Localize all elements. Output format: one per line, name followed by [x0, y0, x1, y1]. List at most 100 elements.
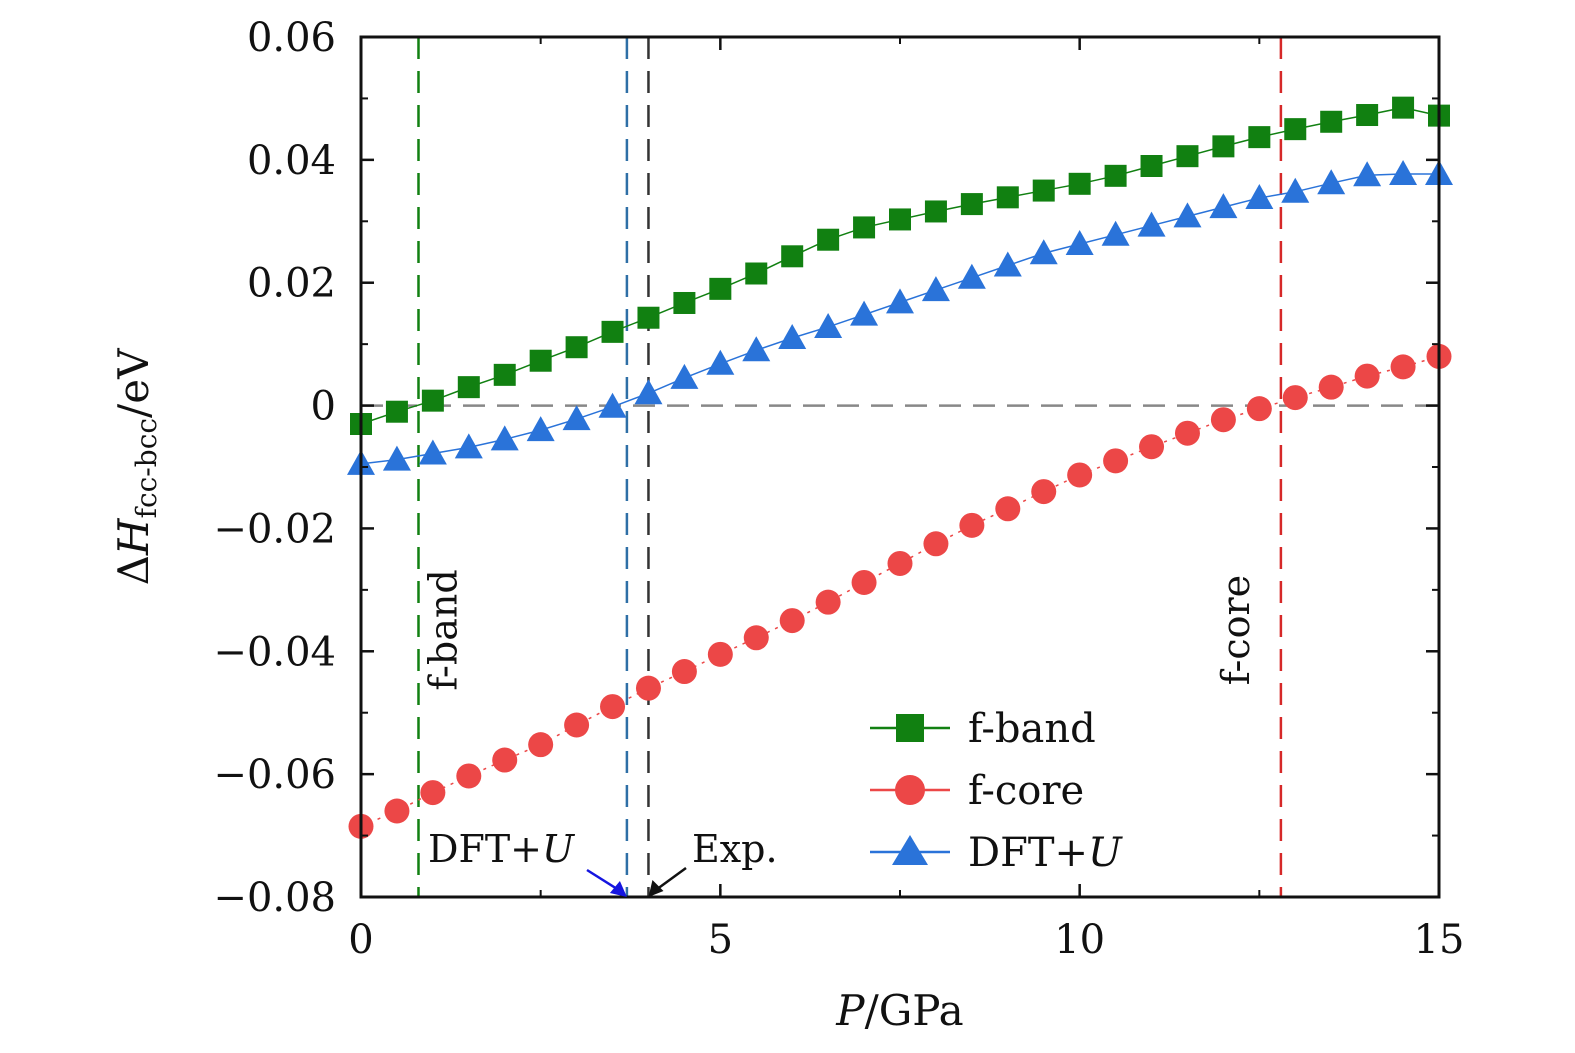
- data-point-f-band-27: [1320, 110, 1343, 133]
- data-point-f-core-19: [1031, 479, 1057, 505]
- data-point-f-band-10: [709, 277, 732, 300]
- series-line-f-band: [360, 106, 1440, 425]
- data-point-DFT+U-15: [886, 288, 914, 314]
- data-point-DFT+U-14: [850, 300, 879, 326]
- data-point-f-band-18: [996, 186, 1019, 209]
- legend-item-DFT+U: DFT+U: [870, 830, 1123, 876]
- data-point-f-core-9: [671, 659, 697, 685]
- data-point-f-band-9: [673, 291, 696, 314]
- data-point-DFT+U-7: [598, 392, 627, 418]
- data-point-DFT+U-23: [1173, 202, 1202, 228]
- legend-marker-square: [896, 714, 924, 742]
- data-point-f-core-27: [1318, 374, 1344, 400]
- dft-u-annotation-main: DFT+: [428, 827, 542, 871]
- series-f-band: [350, 96, 1450, 435]
- data-point-f-band-26: [1284, 118, 1307, 141]
- y-tick-label: −0.02: [213, 506, 336, 552]
- y-tick-label: 0.04: [247, 138, 336, 184]
- data-point-DFT+U-25: [1245, 183, 1274, 209]
- data-point-f-band-8: [637, 306, 660, 329]
- data-point-f-band-20: [1068, 172, 1091, 195]
- data-point-f-core-21: [1103, 448, 1129, 474]
- data-point-f-band-23: [1176, 145, 1199, 168]
- data-point-f-core-13: [815, 589, 841, 615]
- data-point-f-core-23: [1174, 420, 1200, 446]
- data-point-f-core-6: [564, 712, 590, 738]
- data-point-f-core-25: [1246, 396, 1272, 422]
- data-point-f-band-5: [529, 349, 552, 372]
- data-point-f-band-6: [565, 336, 588, 359]
- legend-label-main: DFT+: [968, 830, 1088, 876]
- data-point-f-band-24: [1212, 135, 1235, 158]
- data-point-f-core-15: [887, 550, 913, 576]
- data-point-f-band-3: [457, 376, 480, 399]
- data-point-f-core-2: [420, 780, 446, 806]
- data-point-DFT+U-21: [1101, 220, 1130, 246]
- legend-marker-triangle: [892, 835, 928, 865]
- data-point-DFT+U-28: [1353, 161, 1382, 187]
- data-point-DFT+U-10: [706, 349, 735, 375]
- data-point-DFT+U-19: [1029, 239, 1058, 265]
- x-tick-label: 15: [1414, 917, 1465, 963]
- data-point-DFT+U-29: [1389, 159, 1418, 185]
- data-point-f-band-21: [1104, 164, 1127, 187]
- data-point-f-band-4: [493, 363, 516, 386]
- data-point-f-core-16: [923, 531, 949, 557]
- legend-label-f-band: f-band: [968, 706, 1096, 752]
- reference-lines: [361, 37, 1439, 897]
- series-line-f-core: [360, 355, 1440, 828]
- data-point-DFT+U-3: [454, 433, 483, 459]
- data-point-f-band-14: [853, 216, 876, 239]
- data-point-DFT+U-4: [490, 425, 519, 451]
- data-point-DFT+U-17: [957, 263, 986, 289]
- data-point-f-core-4: [492, 747, 518, 773]
- data-point-f-core-20: [1067, 462, 1093, 488]
- data-point-DFT+U-26: [1281, 177, 1310, 203]
- legend-label-f-core: f-core: [968, 768, 1084, 814]
- data-point-DFT+U-2: [418, 439, 447, 465]
- dft-u-annotation: DFT+U: [428, 827, 576, 871]
- data-point-f-band-12: [781, 245, 804, 268]
- data-point-f-core-18: [995, 496, 1021, 522]
- x-tick-label: 10: [1054, 917, 1105, 963]
- data-point-f-core-24: [1210, 407, 1236, 433]
- data-point-DFT+U-8: [634, 379, 663, 405]
- data-point-f-core-12: [779, 608, 805, 634]
- x-tick-label: 0: [348, 917, 373, 963]
- exp-arrow-head: [648, 880, 664, 897]
- exp-annotation: Exp.: [692, 827, 778, 871]
- data-point-f-band-7: [601, 320, 624, 343]
- data-point-f-band-25: [1248, 126, 1271, 149]
- series-DFT+U: [347, 159, 1453, 475]
- y-tick-label: 0.06: [247, 15, 336, 61]
- data-point-DFT+U-6: [562, 405, 591, 431]
- data-point-DFT+U-24: [1209, 193, 1238, 219]
- legend-marker-circle: [895, 775, 925, 805]
- dft-u-arrow-head: [609, 881, 627, 897]
- data-point-f-band-11: [745, 262, 768, 285]
- data-point-DFT+U-9: [670, 363, 699, 389]
- data-point-f-core-5: [528, 732, 554, 758]
- dft-u-annotation-var: U: [542, 827, 576, 871]
- legend-label-DFT+U: DFT+U: [968, 830, 1123, 876]
- data-point-f-core-8: [635, 675, 661, 701]
- legend-item-f-band: f-band: [870, 706, 1096, 752]
- data-point-f-band-13: [817, 228, 840, 251]
- y-tick-label: 0: [311, 384, 336, 430]
- y-axis-title: ΔHfcc-bcc/eV: [109, 348, 163, 585]
- data-point-f-band-15: [889, 208, 911, 231]
- data-point-f-core-1: [384, 798, 410, 824]
- data-point-f-band-28: [1356, 104, 1379, 127]
- data-point-f-band-29: [1392, 96, 1415, 119]
- y-tick-label: −0.08: [213, 875, 336, 921]
- axis-ticks: 0 5 10 15 0.06 0.04 0.02 0 −0.02 −0.04 −0.06 −0.08: [213, 15, 1464, 963]
- legend: f-band f-core DFT+U: [870, 706, 1123, 876]
- data-point-DFT+U-1: [382, 445, 411, 471]
- series-f-core: [348, 343, 1452, 839]
- data-point-f-band-2: [421, 389, 444, 412]
- data-point-DFT+U-5: [526, 416, 555, 442]
- data-point-DFT+U-13: [814, 312, 843, 338]
- plot-frame: [359, 35, 1441, 899]
- data-point-f-core-29: [1390, 354, 1416, 380]
